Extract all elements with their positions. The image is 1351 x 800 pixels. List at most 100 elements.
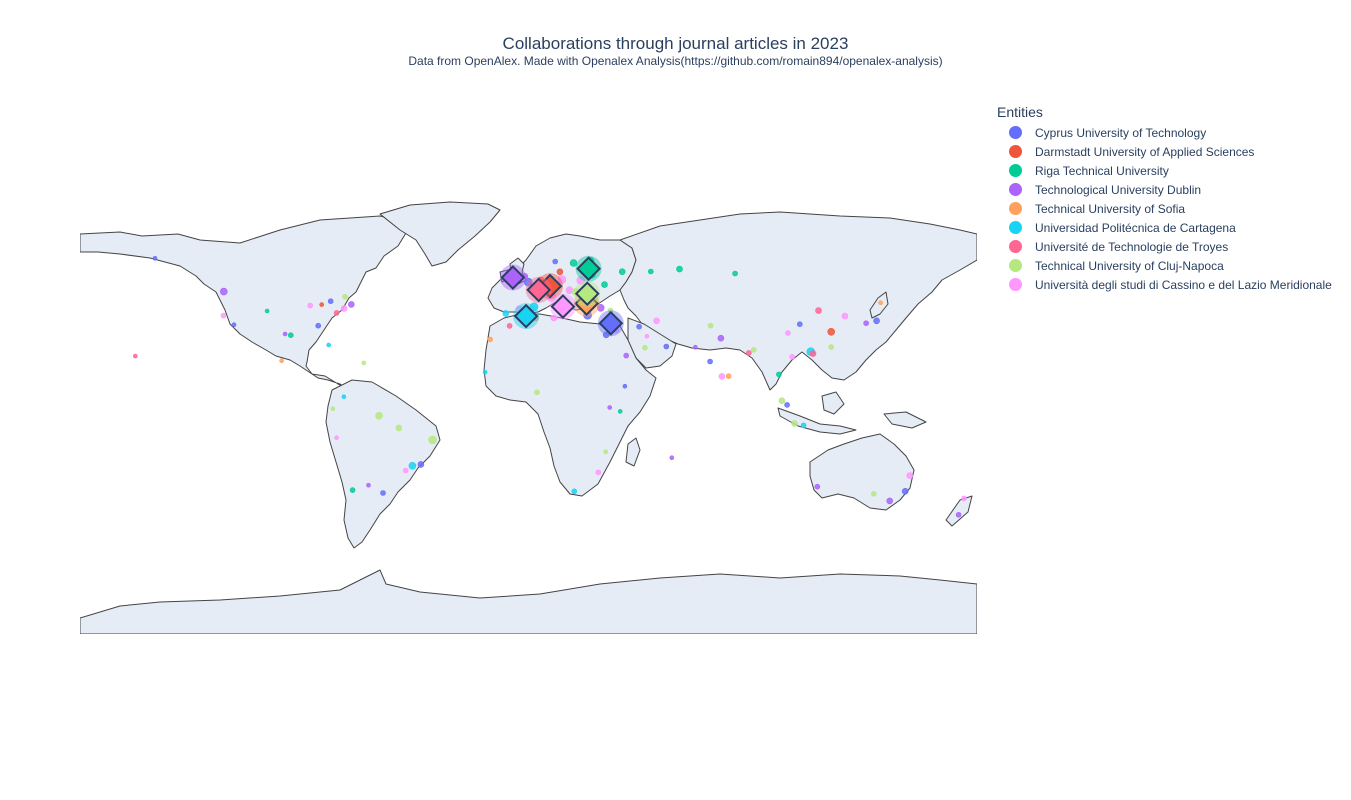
collaborator-point[interactable] [307,302,313,309]
collaborator-point[interactable] [642,344,648,351]
collaborator-point[interactable] [395,424,403,432]
collaborator-point[interactable] [785,330,791,336]
home-institution-markers[interactable] [499,255,624,337]
collaborator-point[interactable] [602,331,610,339]
collaborator-point[interactable] [676,265,683,273]
home-institution-marker[interactable] [526,277,552,303]
collaborator-point[interactable] [596,304,605,312]
collaborator-point[interactable] [653,317,660,325]
collaborator-point[interactable] [402,467,409,474]
collaborator-point[interactable] [906,472,914,479]
world-map-svg[interactable] [80,200,977,634]
home-institution-marker[interactable] [550,294,576,320]
collaborator-point[interactable] [827,328,836,336]
collaborator-point[interactable] [282,331,288,337]
collaborator-point[interactable] [745,350,752,356]
collaborator-point[interactable] [529,302,539,312]
collaborator-point[interactable] [264,308,270,314]
collaborator-point[interactable] [663,343,670,350]
collaborator-point[interactable] [417,461,425,468]
collaborator-point[interactable] [380,490,386,496]
home-institution-marker[interactable] [576,256,601,282]
collaborator-point[interactable] [534,389,540,396]
collaborator-point[interactable] [132,353,138,359]
home-institution-marker[interactable] [574,281,600,307]
legend-item-riga[interactable]: Riga Technical University [997,161,1332,180]
collaborator-point[interactable] [550,314,558,322]
collaborator-point[interactable] [707,322,714,329]
collaborator-point[interactable] [571,488,578,495]
collaborator-point[interactable] [487,336,493,343]
collaborator-point[interactable] [408,461,417,470]
collaborator-point[interactable] [366,482,371,488]
collaborator-point[interactable] [623,352,630,359]
collaborator-point[interactable] [870,490,877,497]
collaborator-point[interactable] [576,276,586,285]
collaborator-point[interactable] [828,344,835,350]
collaborator-point[interactable] [617,409,623,414]
collaborator-point[interactable] [814,483,821,490]
collaborator-point[interactable] [778,397,786,404]
collaborator-point[interactable] [618,268,626,275]
collaborator-point[interactable] [569,259,578,267]
collaborator-point[interactable] [878,300,883,305]
collaborator-point[interactable] [622,383,628,389]
collaborator-point[interactable] [841,312,849,320]
collaborator-point[interactable] [279,358,284,363]
legend-item-cluj[interactable]: Technical University of Cluj-Napoca [997,256,1332,275]
collaborator-point[interactable] [341,394,347,399]
collaborator-point[interactable] [732,270,738,277]
collaborator-point[interactable] [326,342,331,348]
collaborator-point[interactable] [636,323,642,330]
collaborator-point[interactable] [776,371,782,378]
collaborator-point[interactable] [556,268,564,276]
collaborator-point[interactable] [750,347,757,353]
collaborator-point[interactable] [315,322,321,329]
collaborator-point[interactable] [961,495,967,502]
collaborator-point[interactable] [800,422,807,429]
collaborator-point[interactable] [334,435,339,440]
home-institution-marker[interactable] [598,310,624,336]
legend-item-sofia[interactable]: Technical University of Sofia [997,199,1332,218]
collaborator-point[interactable] [330,406,336,411]
collaborator-point[interactable] [809,350,817,357]
collaborator-point[interactable] [340,305,348,312]
collaborator-point[interactable] [361,360,367,366]
collaborator-point[interactable] [152,255,158,261]
collaborator-point[interactable] [796,321,803,327]
collaborator-point[interactable] [603,449,609,455]
collaborator-point[interactable] [231,322,237,327]
collaborator-point[interactable] [342,294,348,300]
collaborator-point[interactable] [552,258,559,265]
collaborator-point[interactable] [347,301,355,308]
legend-item-darmstadt[interactable]: Darmstadt University of Applied Sciences [997,142,1332,161]
collaborator-point[interactable] [607,405,613,410]
collaborator-point[interactable] [644,333,650,339]
collaborator-point[interactable] [647,268,654,275]
collaborator-point[interactable] [693,344,698,350]
collaborator-point[interactable] [718,373,726,380]
collaborator-point[interactable] [557,275,567,284]
collaborator-point[interactable] [595,469,602,476]
collaborator-point[interactable] [375,412,383,420]
collaborator-point[interactable] [482,369,488,375]
collaborator-point[interactable] [789,354,795,360]
collaborator-point[interactable] [886,497,894,505]
collaborator-point[interactable] [349,487,356,493]
legend-item-cyprus[interactable]: Cyprus University of Technology [997,123,1332,142]
collaborator-point[interactable] [220,287,228,296]
legend-item-cartagena[interactable]: Universidad Politécnica de Cartagena [997,218,1332,237]
collaborator-point[interactable] [784,402,790,408]
collaborator-point[interactable] [428,435,437,445]
collaborator-point[interactable] [707,358,713,365]
collaborator-point[interactable] [901,487,909,495]
home-institution-marker[interactable] [500,265,526,290]
collaborator-point[interactable] [873,317,880,325]
home-institution-marker[interactable] [513,303,539,329]
collaborator-point[interactable] [220,312,227,319]
collaborator-point[interactable] [863,320,869,326]
collaborator-point[interactable] [669,455,675,461]
collaborator-point[interactable] [333,310,340,316]
collaborator-point[interactable] [725,373,732,379]
collaborator-point[interactable] [523,277,533,287]
